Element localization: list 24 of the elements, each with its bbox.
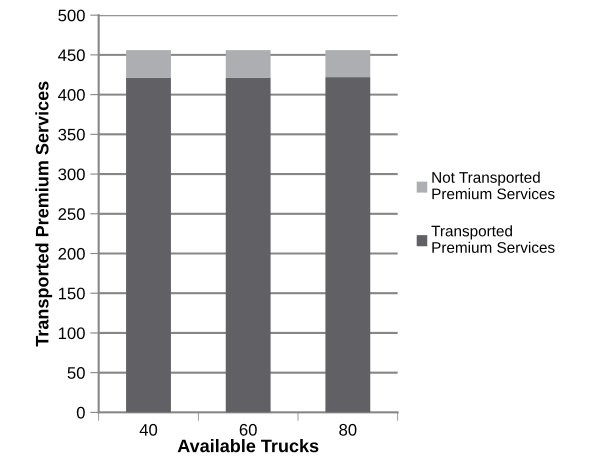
y-tick-label: 0	[76, 406, 85, 419]
y-tick-label: 100	[58, 327, 85, 340]
x-tick-label: 40	[140, 424, 158, 436]
x-axis-title: Available Trucks	[178, 439, 318, 452]
y-tick-label: 200	[58, 248, 85, 260]
y-tick-label: 50	[68, 367, 85, 379]
bar	[126, 50, 171, 78]
legend-label: Transported Premium Services	[431, 225, 555, 253]
y-tick-label: 250	[58, 208, 85, 220]
y-tick-label: 450	[58, 49, 85, 62]
bar	[226, 50, 271, 78]
x-tick-label: 60	[240, 424, 257, 436]
y-axis-title: Transported Premium Services	[35, 82, 52, 347]
legend-label: Not Transported Premium Services	[432, 172, 555, 200]
y-tick-label: 400	[58, 89, 85, 101]
bar	[126, 78, 171, 412]
bar	[325, 50, 370, 78]
y-tick-label: 300	[58, 168, 85, 180]
y-tick-label: 150	[58, 288, 85, 300]
y-tick-label: 350	[58, 128, 85, 141]
bar	[226, 78, 271, 412]
x-tick-label: 80	[339, 424, 356, 436]
y-tick-label: 500	[58, 10, 85, 22]
bar	[325, 77, 370, 412]
